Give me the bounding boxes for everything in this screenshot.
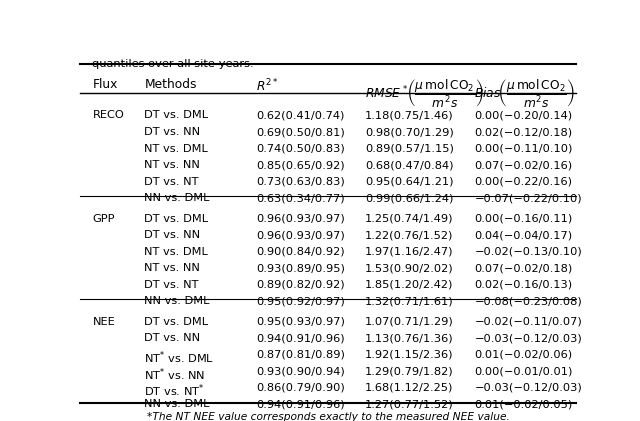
- Text: 0.96(0.93/0.97): 0.96(0.93/0.97): [256, 213, 345, 224]
- Text: NT vs. DML: NT vs. DML: [145, 144, 208, 154]
- Text: NT$^{*}$ vs. DML: NT$^{*}$ vs. DML: [145, 350, 214, 366]
- Text: 0.89(0.82/0.92): 0.89(0.82/0.92): [256, 280, 345, 290]
- Text: 0.02(−0.16/0.13): 0.02(−0.16/0.13): [474, 280, 572, 290]
- Text: 0.89(0.57/1.15): 0.89(0.57/1.15): [365, 144, 454, 154]
- Text: 1.85(1.20/2.42): 1.85(1.20/2.42): [365, 280, 454, 290]
- Text: $R^{2*}$: $R^{2*}$: [256, 78, 278, 95]
- Text: 0.74(0.50/0.83): 0.74(0.50/0.83): [256, 144, 345, 154]
- Text: 0.95(0.92/0.97): 0.95(0.92/0.97): [256, 296, 345, 306]
- Text: DT vs. NN: DT vs. NN: [145, 127, 200, 137]
- Text: 0.01(−0.02/0.05): 0.01(−0.02/0.05): [474, 400, 573, 409]
- Text: 1.97(1.16/2.47): 1.97(1.16/2.47): [365, 247, 454, 257]
- Text: Methods: Methods: [145, 78, 197, 91]
- Text: 0.62(0.41/0.74): 0.62(0.41/0.74): [256, 110, 344, 120]
- Text: 0.02(−0.12/0.18): 0.02(−0.12/0.18): [474, 127, 572, 137]
- Text: quantiles over all site-years.: quantiles over all site-years.: [92, 59, 254, 69]
- Text: 0.96(0.93/0.97): 0.96(0.93/0.97): [256, 230, 345, 240]
- Text: 0.90(0.84/0.92): 0.90(0.84/0.92): [256, 247, 345, 257]
- Text: $Bias\!\left(\dfrac{\mu\,\mathrm{mol\,CO_2}}{m^2s}\right)$: $Bias\!\left(\dfrac{\mu\,\mathrm{mol\,CO…: [474, 78, 575, 110]
- Text: 0.01(−0.02/0.06): 0.01(−0.02/0.06): [474, 350, 572, 360]
- Text: 0.00(−0.01/0.01): 0.00(−0.01/0.01): [474, 366, 573, 376]
- Text: NT vs. NN: NT vs. NN: [145, 160, 200, 170]
- Text: DT vs. NT: DT vs. NT: [145, 177, 199, 187]
- Text: 0.99(0.66/1.24): 0.99(0.66/1.24): [365, 193, 454, 203]
- Text: 0.93(0.89/0.95): 0.93(0.89/0.95): [256, 263, 345, 273]
- Text: 0.00(−0.22/0.16): 0.00(−0.22/0.16): [474, 177, 572, 187]
- Text: −0.07(−0.22/0.10): −0.07(−0.22/0.10): [474, 193, 582, 203]
- Text: 0.87(0.81/0.89): 0.87(0.81/0.89): [256, 350, 345, 360]
- Text: 0.07(−0.02/0.18): 0.07(−0.02/0.18): [474, 263, 573, 273]
- Text: 0.04(−0.04/0.17): 0.04(−0.04/0.17): [474, 230, 572, 240]
- Text: RECO: RECO: [92, 110, 124, 120]
- Text: NN vs. DML: NN vs. DML: [145, 296, 210, 306]
- Text: −0.08(−0.23/0.08): −0.08(−0.23/0.08): [474, 296, 582, 306]
- Text: DT vs. DML: DT vs. DML: [145, 110, 209, 120]
- Text: 0.85(0.65/0.92): 0.85(0.65/0.92): [256, 160, 345, 170]
- Text: 0.68(0.47/0.84): 0.68(0.47/0.84): [365, 160, 454, 170]
- Text: 1.22(0.76/1.52): 1.22(0.76/1.52): [365, 230, 454, 240]
- Text: 1.27(0.77/1.52): 1.27(0.77/1.52): [365, 400, 454, 409]
- Text: 0.98(0.70/1.29): 0.98(0.70/1.29): [365, 127, 454, 137]
- Text: −0.03(−0.12/0.03): −0.03(−0.12/0.03): [474, 333, 582, 343]
- Text: DT vs. NT: DT vs. NT: [145, 280, 199, 290]
- Text: 0.86(0.79/0.90): 0.86(0.79/0.90): [256, 383, 345, 393]
- Text: 0.73(0.63/0.83): 0.73(0.63/0.83): [256, 177, 345, 187]
- Text: $RMSE^*\!\left(\dfrac{\mu\,\mathrm{mol\,CO_2}}{m^2s}\right)$: $RMSE^*\!\left(\dfrac{\mu\,\mathrm{mol\,…: [365, 78, 484, 110]
- Text: NT vs. DML: NT vs. DML: [145, 247, 208, 257]
- Text: 1.68(1.12/2.25): 1.68(1.12/2.25): [365, 383, 454, 393]
- Text: 0.93(0.90/0.94): 0.93(0.90/0.94): [256, 366, 345, 376]
- Text: DT vs. DML: DT vs. DML: [145, 317, 209, 327]
- Text: Flux: Flux: [92, 78, 118, 91]
- Text: 0.00(−0.20/0.14): 0.00(−0.20/0.14): [474, 110, 572, 120]
- Text: 0.95(0.93/0.97): 0.95(0.93/0.97): [256, 317, 345, 327]
- Text: DT vs. NN: DT vs. NN: [145, 333, 200, 343]
- Text: NN vs. DML: NN vs. DML: [145, 400, 210, 409]
- Text: 0.94(0.91/0.96): 0.94(0.91/0.96): [256, 333, 345, 343]
- Text: 1.07(0.71/1.29): 1.07(0.71/1.29): [365, 317, 454, 327]
- Text: 1.92(1.15/2.36): 1.92(1.15/2.36): [365, 350, 454, 360]
- Text: DT vs. DML: DT vs. DML: [145, 213, 209, 224]
- Text: NEE: NEE: [92, 317, 115, 327]
- Text: −0.03(−0.12/0.03): −0.03(−0.12/0.03): [474, 383, 582, 393]
- Text: 1.13(0.76/1.36): 1.13(0.76/1.36): [365, 333, 454, 343]
- Text: *The NT NEE value corresponds exactly to the measured NEE value.: *The NT NEE value corresponds exactly to…: [147, 412, 509, 421]
- Text: 0.07(−0.02/0.16): 0.07(−0.02/0.16): [474, 160, 572, 170]
- Text: 0.69(0.50/0.81): 0.69(0.50/0.81): [256, 127, 345, 137]
- Text: 0.95(0.64/1.21): 0.95(0.64/1.21): [365, 177, 454, 187]
- Text: DT vs. NT$^{*}$: DT vs. NT$^{*}$: [145, 383, 205, 400]
- Text: −0.02(−0.13/0.10): −0.02(−0.13/0.10): [474, 247, 582, 257]
- Text: 1.53(0.90/2.02): 1.53(0.90/2.02): [365, 263, 454, 273]
- Text: 1.32(0.71/1.61): 1.32(0.71/1.61): [365, 296, 454, 306]
- Text: NT vs. NN: NT vs. NN: [145, 263, 200, 273]
- Text: NT$^{*}$ vs. NN: NT$^{*}$ vs. NN: [145, 366, 205, 383]
- Text: 0.94(0.91/0.96): 0.94(0.91/0.96): [256, 400, 345, 409]
- Text: 1.18(0.75/1.46): 1.18(0.75/1.46): [365, 110, 454, 120]
- Text: 0.00(−0.11/0.10): 0.00(−0.11/0.10): [474, 144, 573, 154]
- Text: DT vs. NN: DT vs. NN: [145, 230, 200, 240]
- Text: −0.02(−0.11/0.07): −0.02(−0.11/0.07): [474, 317, 582, 327]
- Text: 1.29(0.79/1.82): 1.29(0.79/1.82): [365, 366, 454, 376]
- Text: 0.00(−0.16/0.11): 0.00(−0.16/0.11): [474, 213, 573, 224]
- Text: GPP: GPP: [92, 213, 115, 224]
- Text: NN vs. DML: NN vs. DML: [145, 193, 210, 203]
- Text: 1.25(0.74/1.49): 1.25(0.74/1.49): [365, 213, 454, 224]
- Text: 0.63(0.34/0.77): 0.63(0.34/0.77): [256, 193, 345, 203]
